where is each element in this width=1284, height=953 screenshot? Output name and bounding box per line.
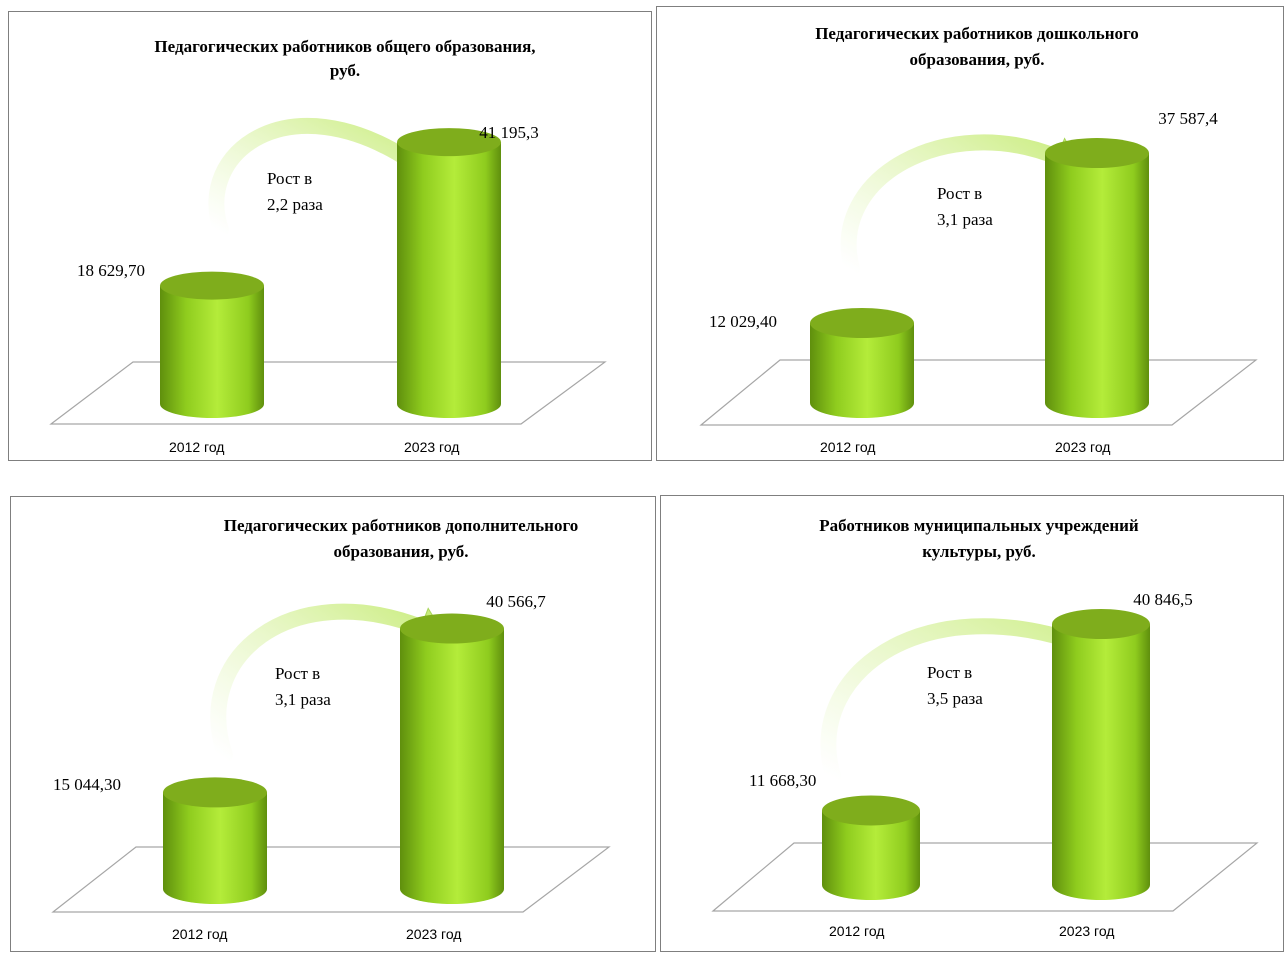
bar-top	[160, 271, 264, 300]
bar-top	[400, 613, 504, 644]
chart-panel-culture-institutions: Работников муниципальных учреждений культ…	[660, 495, 1284, 952]
data-label: 40 846,5	[1133, 590, 1193, 609]
bar-1	[1045, 138, 1149, 418]
x-tick-label: 2012 год	[169, 439, 224, 455]
x-tick-label: 2023 год	[404, 439, 459, 455]
bar-1	[397, 128, 501, 419]
chart-floor	[49, 361, 607, 425]
growth-annotation: 2,2 раза	[267, 195, 323, 214]
growth-arrow	[840, 134, 1065, 277]
bar-0	[163, 777, 267, 904]
chart-title: культуры, руб.	[922, 542, 1036, 561]
bar-body	[822, 810, 920, 900]
chart-title: Педагогических работников дополнительног…	[224, 516, 579, 535]
chart-floor	[51, 846, 611, 913]
bar-top	[1045, 138, 1149, 169]
chart-svg: Педагогических работников дошкольного обр…	[699, 24, 1258, 455]
x-tick-label: 2012 год	[820, 439, 875, 455]
growth-annotation: Рост в	[927, 663, 972, 682]
growth-arrow	[820, 618, 1123, 784]
bar-body	[397, 142, 501, 419]
bar-0	[160, 271, 264, 418]
growth-annotation: 3,1 раза	[937, 210, 993, 229]
data-label: 37 587,4	[1158, 109, 1218, 128]
bar-top	[163, 777, 267, 808]
chart-svg: Педагогических работников общего образов…	[49, 37, 607, 455]
growth-annotation: Рост в	[937, 184, 982, 203]
chart-panel-additional-education: Педагогических работников дополнительног…	[10, 496, 656, 952]
growth-annotation: 3,1 раза	[275, 690, 331, 709]
x-tick-label: 2012 год	[172, 926, 227, 942]
bar-1	[1052, 608, 1150, 900]
x-tick-label: 2012 год	[829, 923, 884, 939]
chart-floor	[699, 359, 1258, 426]
bar-0	[810, 308, 914, 418]
chart-title: образования, руб.	[334, 542, 469, 561]
chart-panel-preschool-education: Педагогических работников дошкольного обр…	[656, 6, 1284, 461]
x-tick-label: 2023 год	[1055, 439, 1110, 455]
data-label: 11 668,30	[749, 771, 816, 790]
chart-title: Педагогических работников дошкольного	[815, 24, 1139, 43]
chart-floor	[711, 842, 1259, 912]
chart-svg: Педагогических работников дополнительног…	[51, 516, 611, 942]
growth-arrow	[210, 603, 429, 763]
bar-body	[163, 792, 267, 904]
chart-panel-general-education: Педагогических работников общего образов…	[8, 11, 652, 461]
bar-top	[810, 308, 914, 339]
bar-body	[1052, 623, 1150, 900]
chart-svg: Работников муниципальных учреждений культ…	[711, 516, 1259, 939]
data-label: 41 195,3	[479, 123, 539, 142]
bar-top	[1052, 608, 1150, 639]
bar-0	[822, 795, 920, 900]
chart-title: образования, руб.	[910, 50, 1045, 69]
growth-annotation: Рост в	[267, 169, 312, 188]
x-tick-label: 2023 год	[1059, 923, 1114, 939]
data-label: 12 029,40	[709, 312, 777, 331]
bar-1	[400, 613, 504, 904]
bar-body	[160, 285, 264, 418]
bar-body	[810, 323, 914, 418]
data-label: 18 629,70	[77, 261, 145, 280]
chart-title: Педагогических работников общего образов…	[154, 37, 535, 56]
growth-annotation: 3,5 раза	[927, 689, 983, 708]
growth-annotation: Рост в	[275, 664, 320, 683]
data-label: 40 566,7	[486, 592, 546, 611]
x-tick-label: 2023 год	[406, 926, 461, 942]
chart-title: Работников муниципальных учреждений	[819, 516, 1139, 535]
data-label: 15 044,30	[53, 775, 121, 794]
bar-body	[1045, 153, 1149, 418]
growth-arrow	[208, 117, 417, 238]
bar-top	[397, 128, 501, 157]
chart-title: руб.	[330, 61, 360, 80]
bar-body	[400, 628, 504, 904]
bar-top	[822, 795, 920, 826]
